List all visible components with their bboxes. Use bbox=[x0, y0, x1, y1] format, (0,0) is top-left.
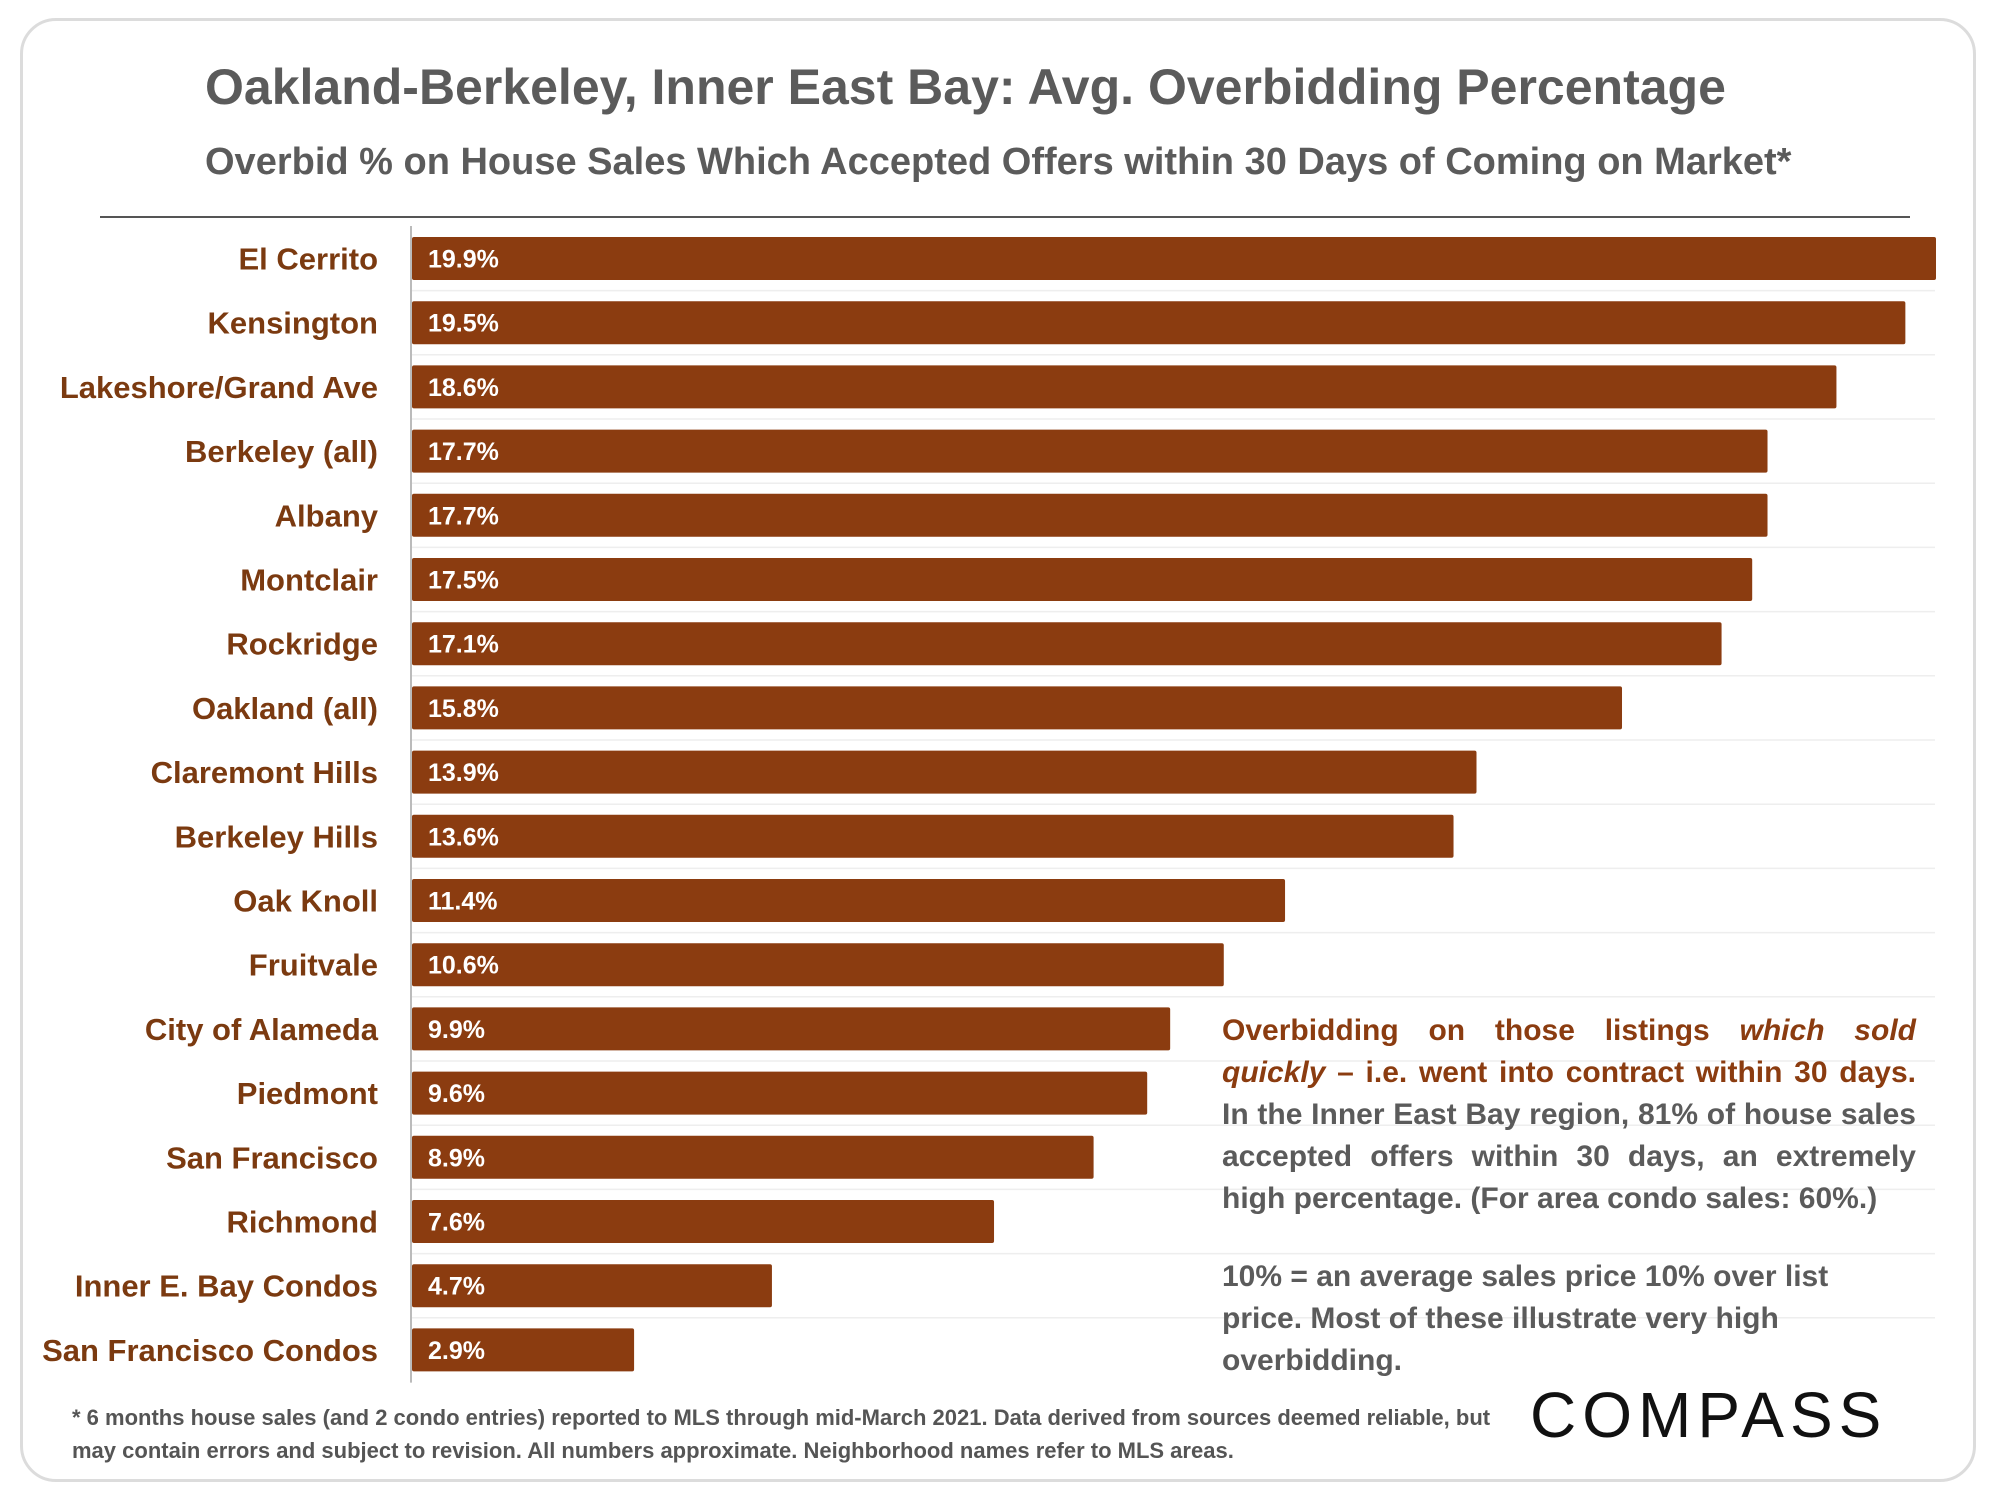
bar-7 bbox=[412, 686, 1623, 730]
category-label: San Francisco Condos bbox=[42, 1333, 378, 1368]
note-paragraph-2: 10% = an average sales price 10% over li… bbox=[1222, 1260, 1829, 1377]
value-label: 17.7% bbox=[428, 502, 499, 530]
value-label: 9.9% bbox=[428, 1016, 485, 1044]
bar-5 bbox=[412, 558, 1753, 601]
bar-6 bbox=[412, 622, 1722, 666]
category-label: Berkeley (all) bbox=[185, 434, 378, 469]
bar-17 bbox=[412, 1328, 635, 1372]
value-label: 15.8% bbox=[428, 695, 499, 723]
logo-text: COMPASS bbox=[1530, 1379, 1888, 1451]
category-label: Richmond bbox=[226, 1205, 378, 1240]
bar-2 bbox=[412, 365, 1837, 409]
explanation-note: Overbidding on those listings which sold… bbox=[1222, 1010, 1916, 1382]
value-label: 13.9% bbox=[428, 759, 499, 787]
bar-12 bbox=[412, 1007, 1171, 1051]
bar-11 bbox=[412, 943, 1224, 987]
category-label: Berkeley Hills bbox=[175, 819, 378, 854]
category-label: Kensington bbox=[208, 306, 379, 341]
bar-14 bbox=[412, 1135, 1094, 1179]
category-label: Rockridge bbox=[226, 627, 378, 662]
category-label: Lakeshore/Grand Ave bbox=[60, 370, 378, 405]
value-label: 2.9% bbox=[428, 1337, 485, 1365]
bar-0 bbox=[412, 237, 1936, 280]
value-label: 17.7% bbox=[428, 438, 499, 466]
bar-10 bbox=[412, 879, 1286, 922]
value-label: 18.6% bbox=[428, 374, 499, 402]
category-label: Inner E. Bay Condos bbox=[75, 1269, 378, 1304]
category-label: Montclair bbox=[240, 563, 378, 598]
footnote: * 6 months house sales (and 2 condo entr… bbox=[72, 1405, 1491, 1463]
value-label: 19.5% bbox=[428, 310, 499, 338]
chart-subtitle: Overbid % on House Sales Which Accepted … bbox=[205, 141, 1792, 183]
bar-8 bbox=[412, 750, 1477, 794]
category-label: City of Alameda bbox=[145, 1012, 379, 1047]
note-paragraph-1: Overbidding on those listings which sold… bbox=[1222, 1010, 1916, 1220]
bar-13 bbox=[412, 1071, 1148, 1115]
bar-3 bbox=[412, 429, 1768, 473]
bar-1 bbox=[412, 301, 1906, 345]
category-label: Oak Knoll bbox=[233, 884, 378, 919]
value-label: 17.5% bbox=[428, 567, 499, 595]
bar-9 bbox=[412, 814, 1454, 858]
value-label: 8.9% bbox=[428, 1144, 485, 1172]
compass-logo: COMPASS bbox=[1530, 1378, 1887, 1452]
bar-4 bbox=[412, 493, 1768, 537]
category-label: El Cerrito bbox=[238, 242, 378, 277]
category-label: Fruitvale bbox=[249, 948, 378, 983]
value-label: 7.6% bbox=[428, 1209, 485, 1237]
value-label: 10.6% bbox=[428, 952, 499, 980]
category-label: Piedmont bbox=[237, 1076, 378, 1111]
value-label: 4.7% bbox=[428, 1273, 485, 1301]
note-detail: In the Inner East Bay region, 81% of hou… bbox=[1222, 1098, 1916, 1215]
note-emphasis: which sold quickly bbox=[1222, 1014, 1916, 1089]
title-divider bbox=[100, 216, 1910, 218]
chart-title: Oakland-Berkeley, Inner East Bay: Avg. O… bbox=[205, 59, 1726, 115]
value-label: 19.9% bbox=[428, 246, 499, 274]
category-label: Oakland (all) bbox=[192, 691, 378, 726]
note-lead: Overbidding on those listings bbox=[1222, 1014, 1740, 1047]
category-label: Albany bbox=[275, 498, 379, 533]
note-definition: – i.e. went into contract within 30 days… bbox=[1325, 1056, 1916, 1089]
category-label: Claremont Hills bbox=[151, 755, 378, 790]
value-label: 17.1% bbox=[428, 631, 499, 659]
value-label: 13.6% bbox=[428, 823, 499, 851]
category-label: San Francisco bbox=[166, 1140, 378, 1175]
value-label: 11.4% bbox=[428, 888, 498, 916]
bar-16 bbox=[412, 1264, 772, 1308]
bar-15 bbox=[412, 1200, 995, 1243]
value-label: 9.6% bbox=[428, 1080, 485, 1108]
